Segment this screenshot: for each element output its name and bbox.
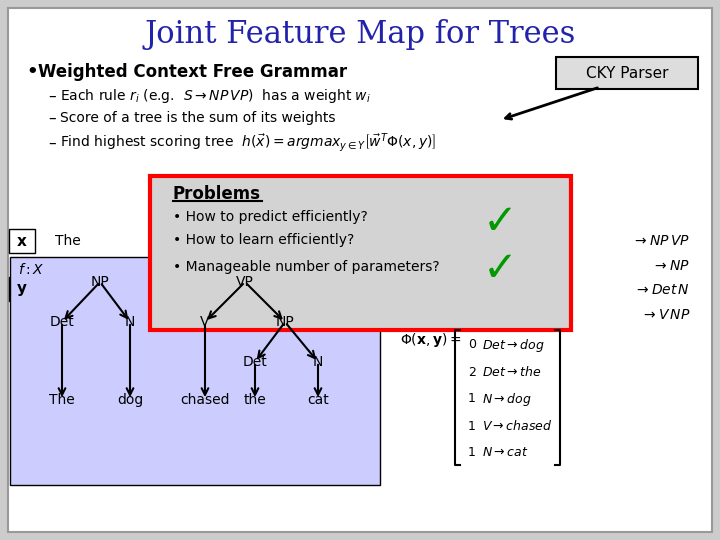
Text: The: The xyxy=(49,393,75,407)
Text: –: – xyxy=(48,111,55,125)
Text: –: – xyxy=(48,136,55,151)
Text: $f : X$: $f : X$ xyxy=(18,262,45,278)
FancyBboxPatch shape xyxy=(9,277,35,301)
Text: N: N xyxy=(312,355,323,369)
Text: 2: 2 xyxy=(468,366,476,379)
FancyBboxPatch shape xyxy=(8,8,712,532)
Text: Find highest scoring tree  $h(\vec{x})= argmax_{y \in Y}\left[\vec{w}^T \Phi(x,y: Find highest scoring tree $h(\vec{x})= a… xyxy=(60,132,436,154)
Text: $N \rightarrow cat$: $N \rightarrow cat$ xyxy=(482,447,528,460)
Text: NP: NP xyxy=(91,275,109,289)
Text: cat: cat xyxy=(307,393,329,407)
Text: $\Phi(\mathbf{x},\mathbf{y})=$: $\Phi(\mathbf{x},\mathbf{y})=$ xyxy=(400,331,462,349)
Text: Problems: Problems xyxy=(173,185,261,203)
Text: ✓: ✓ xyxy=(482,201,518,243)
FancyBboxPatch shape xyxy=(556,57,698,89)
Text: • How to predict efficiently?: • How to predict efficiently? xyxy=(173,210,368,224)
Text: The: The xyxy=(55,234,81,248)
Text: Each rule $r_i$ (e.g.  $S \rightarrow NP\,VP$)  has a weight $w_i$: Each rule $r_i$ (e.g. $S \rightarrow NP\… xyxy=(60,87,371,105)
Text: Weighted Context Free Grammar: Weighted Context Free Grammar xyxy=(38,63,347,81)
Text: Joint Feature Map for Trees: Joint Feature Map for Trees xyxy=(144,19,576,51)
Text: 1: 1 xyxy=(468,447,476,460)
Text: NP: NP xyxy=(276,315,294,329)
Text: $\rightarrow Det\,N$: $\rightarrow Det\,N$ xyxy=(634,283,690,297)
Text: x: x xyxy=(17,233,27,248)
FancyBboxPatch shape xyxy=(9,229,35,253)
Text: $Det \rightarrow the$: $Det \rightarrow the$ xyxy=(482,365,541,379)
Text: 0: 0 xyxy=(468,339,476,352)
Text: $Det \rightarrow dog$: $Det \rightarrow dog$ xyxy=(482,336,544,354)
Text: Det: Det xyxy=(50,315,74,329)
Text: V: V xyxy=(200,315,210,329)
Text: $V \rightarrow chased$: $V \rightarrow chased$ xyxy=(482,419,552,433)
Text: N: N xyxy=(125,315,135,329)
Text: •: • xyxy=(26,63,37,81)
Text: Det: Det xyxy=(243,355,267,369)
Text: –: – xyxy=(48,89,55,104)
Text: y: y xyxy=(17,281,27,296)
Text: • Manageable number of parameters?: • Manageable number of parameters? xyxy=(173,260,440,274)
Text: chased: chased xyxy=(180,393,230,407)
Text: $N \rightarrow dog$: $N \rightarrow dog$ xyxy=(482,390,532,408)
Text: $\rightarrow V\,NP$: $\rightarrow V\,NP$ xyxy=(641,308,690,322)
FancyBboxPatch shape xyxy=(10,257,380,485)
Text: • How to learn efficiently?: • How to learn efficiently? xyxy=(173,233,354,247)
Text: ✓: ✓ xyxy=(482,248,518,290)
Text: 1: 1 xyxy=(468,393,476,406)
Text: dog: dog xyxy=(117,393,143,407)
Text: Score of a tree is the sum of its weights: Score of a tree is the sum of its weight… xyxy=(60,111,336,125)
FancyBboxPatch shape xyxy=(150,176,571,330)
Text: CKY Parser: CKY Parser xyxy=(586,65,668,80)
Text: VP: VP xyxy=(236,275,254,289)
Text: $\rightarrow NP\,VP$: $\rightarrow NP\,VP$ xyxy=(632,234,690,248)
Text: the: the xyxy=(243,393,266,407)
Text: $\rightarrow NP$: $\rightarrow NP$ xyxy=(652,259,690,273)
Text: 1: 1 xyxy=(468,420,476,433)
